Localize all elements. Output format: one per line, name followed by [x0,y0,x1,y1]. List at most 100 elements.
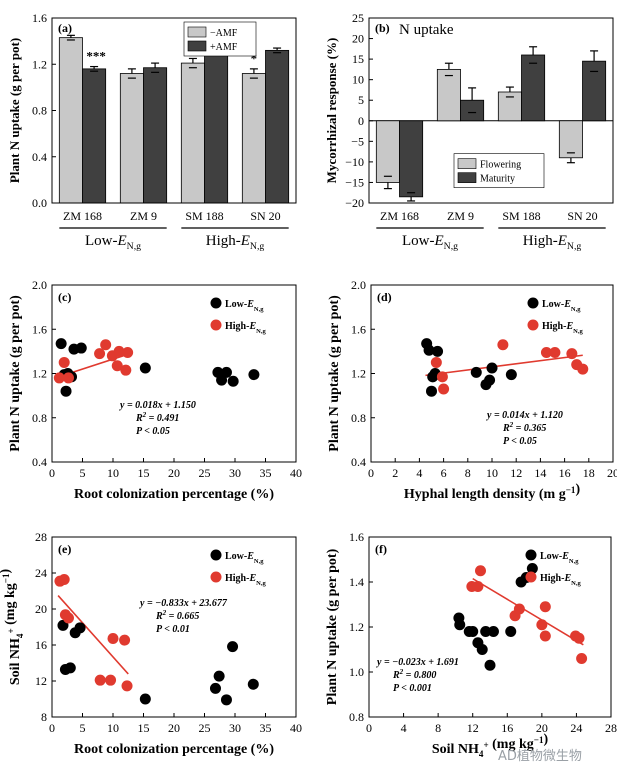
x-tick-label: 40 [290,466,302,480]
x-tick-label: 0 [49,721,55,735]
y-tick-label: 0.4 [351,455,366,469]
legend-label: Low-EN,g [225,551,264,565]
regression-annotation: y = 0.014x + 1.120 [486,410,563,421]
legend-label: Flowering [480,160,521,171]
y-tick-label: 1.6 [32,322,47,336]
y-axis-label: Plant N uptake (g per pot) [327,295,342,452]
x-tick-label: 24 [570,721,582,735]
y-tick-label: 1.6 [32,11,47,25]
bar [58,37,83,204]
point-high-e [573,632,585,644]
x-tick-label: 8 [465,466,471,480]
x-tick-label: 0 [366,721,372,735]
x-tick-label: 25 [199,466,211,480]
bar [180,62,205,204]
x-tick-label: 16 [559,466,571,480]
x-tick-label: 15 [138,466,150,480]
point-low-e [139,693,151,705]
point-high-e [113,345,125,357]
point-high-e [539,601,551,613]
plot-frame [368,17,614,204]
point-low-e [220,694,232,706]
y-tick-label: 12 [35,674,47,688]
category-label: SM 188 [502,209,540,223]
point-low-e [248,369,260,381]
point-low-e [470,366,482,378]
regression-line [425,354,583,377]
legend-marker [525,549,537,561]
point-low-e [64,662,76,674]
point-low-e [454,619,466,631]
point-low-e [220,366,232,378]
x-tick-label: 4 [416,466,422,480]
x-tick-label: 5 [80,466,86,480]
point-high-e [100,339,112,351]
y-tick-label: 0.4 [32,455,47,469]
y-tick-label: 0 [358,114,364,128]
y-tick-label: 0.0 [32,196,47,210]
chart-panel-a: ZM 168***ZM 9SM 188*SN 20*Low-EN,gHigh-E… [7,11,297,252]
point-low-e [139,362,151,374]
point-low-e [480,626,492,637]
panel-letter: (f) [375,542,387,556]
y-axis-label: Mycorrhizal response (%) [324,38,339,184]
panel-letter: (b) [375,21,390,35]
point-low-e [432,345,444,357]
x-axis-label: Root colonization percentage (%) [74,487,274,502]
x-tick-label: 20 [607,466,617,480]
point-low-e [213,670,225,682]
legend-label: Low-EN,g [225,299,264,313]
x-tick-label: 4 [401,721,407,735]
point-high-e [119,634,131,646]
legend-marker [210,571,222,583]
point-high-e [436,371,448,383]
y-tick-label: 25 [352,11,364,25]
x-tick-label: 35 [260,721,272,735]
panel-letter: (e) [58,542,71,556]
point-high-e [474,565,486,577]
point-low-e [526,563,538,574]
point-high-e [94,674,106,686]
point-high-e [111,360,123,372]
bar [436,68,461,122]
legend-label: High-EN,g [225,573,266,587]
bar [497,91,522,122]
point-high-e [94,348,106,360]
x-tick-label: 5 [80,721,86,735]
point-high-e [549,346,561,358]
x-tick-label: 8 [435,721,441,735]
chart-panel-c: 0.4 0.8 1.2 1.6 2.0 0 5 10 15 20 25 30 35 40 (c) y = 0.… [8,278,302,502]
x-tick-label: 10 [486,466,498,480]
point-low-e [486,362,498,374]
x-tick-label: 20 [536,721,548,735]
y-tick-label: 1.0 [349,665,364,679]
point-high-e [58,574,70,586]
x-tick-label: 12 [467,721,479,735]
category-label: SN 20 [250,209,280,223]
legend-marker [525,571,537,583]
point-low-e [247,678,259,690]
x-axis-label: Hyphal length density (m g−1) [404,482,581,502]
y-tick-label: −10 [345,155,364,169]
y-tick-label: 0.8 [32,104,47,118]
chart-panel-d: 0.4 0.8 1.2 1.6 2.0 0 2 4 6 8 10 12 14 16 18 20 (d) y = 0… [327,278,617,502]
chart-panel-b: ZM 168 ZM 9 SM 188 SN 20 Low-EN,g High-EN,g −2… [324,11,614,252]
significance-mark: *** [86,49,106,64]
point-high-e [513,603,525,615]
bar [521,54,546,122]
y-tick-label: 16 [35,638,47,652]
legend-marker [527,319,539,331]
y-tick-label: −5 [351,134,364,148]
panel-letter: (a) [58,21,72,35]
watermark-text: AD植物微生物 [498,749,582,764]
category-label: SM 188 [185,209,223,223]
y-tick-label: 1.2 [349,620,364,634]
point-high-e [430,356,442,368]
point-high-e [121,680,133,692]
x-tick-label: 15 [138,721,150,735]
regression-annotation: y = −0.833x + 23.677 [139,598,228,609]
point-low-e [75,342,87,354]
legend-swatch [457,158,477,169]
x-tick-label: 10 [107,466,119,480]
